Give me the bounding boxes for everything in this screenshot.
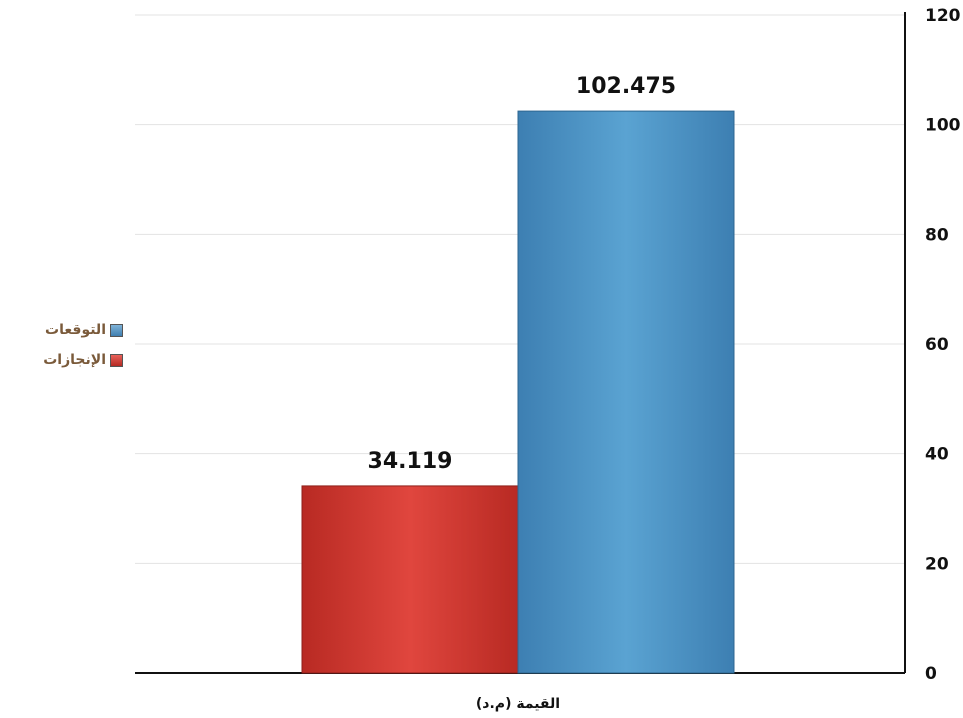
- data-label: 34.119: [368, 449, 453, 474]
- bar-achievements: [301, 485, 519, 674]
- y-tick-label: 20: [925, 554, 949, 574]
- legend-swatch-forecast: [110, 323, 123, 337]
- y-tick-label: 0: [925, 664, 937, 684]
- legend-label-achievements: الإنجازات: [43, 352, 106, 368]
- y-tick-label: 100: [925, 116, 961, 136]
- x-category-label: القيمة (م.د): [476, 696, 560, 712]
- legend-item-achievements: الإنجازات: [43, 352, 123, 368]
- y-tick-label: 40: [925, 445, 949, 465]
- legend-label-forecast: التوقعات: [45, 322, 106, 338]
- legend-item-forecast: التوقعات: [45, 322, 123, 338]
- bar-forecast: [517, 110, 735, 674]
- y-tick-label: 60: [925, 335, 949, 355]
- legend-swatch-achievements: [110, 353, 123, 367]
- y-tick-label: 80: [925, 225, 949, 245]
- y-tick-label: 120: [925, 6, 961, 26]
- data-label: 102.475: [576, 74, 676, 99]
- legend: التوقعات الإنجازات: [43, 322, 123, 368]
